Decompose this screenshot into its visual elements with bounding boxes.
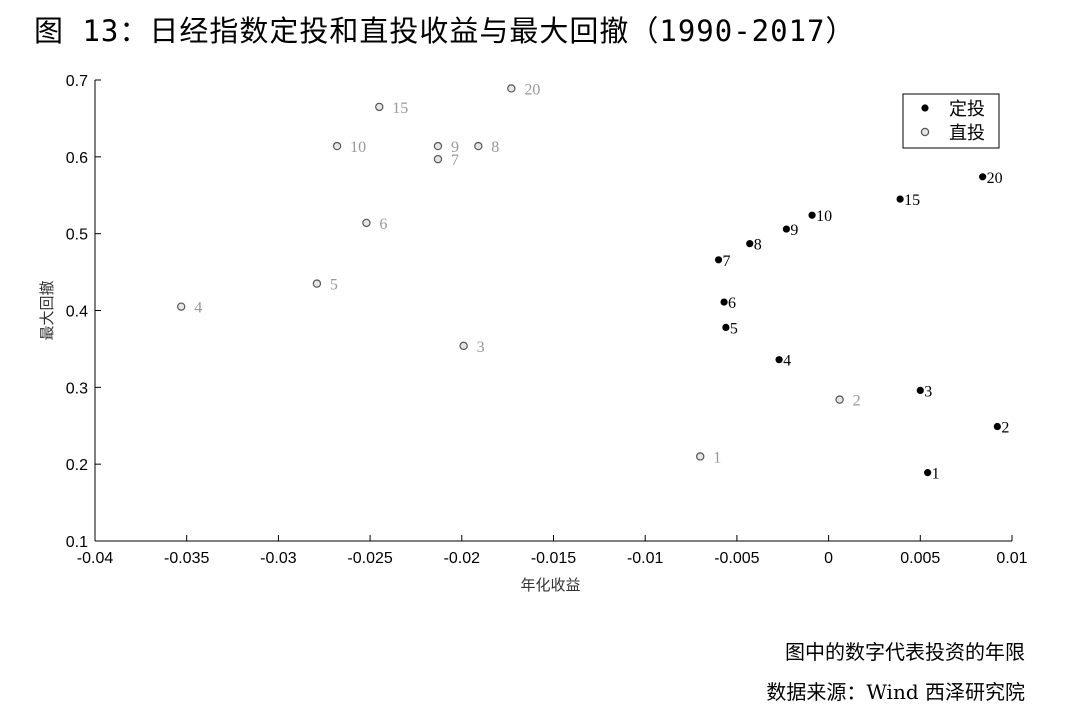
dca-point-label: 5 (730, 320, 738, 337)
dca-point (808, 211, 816, 219)
direct-point-label: 4 (194, 300, 202, 317)
dca-point-label: 15 (904, 192, 920, 209)
x-tick-label: -0.015 (531, 550, 576, 567)
direct-point (433, 141, 443, 151)
direct-point-label: 10 (350, 139, 366, 156)
dca-point-label: 10 (816, 208, 832, 225)
direct-point (362, 218, 371, 228)
dca-point (722, 323, 730, 332)
legend-box (902, 93, 1000, 149)
x-tick-label: -0.01 (627, 550, 664, 567)
dca-point (720, 298, 728, 306)
direct-point-label: 15 (392, 100, 408, 117)
direct-point-label: 9 (451, 139, 459, 156)
dca-point-label: 8 (754, 237, 762, 254)
direct-point (835, 395, 844, 404)
dca-point (746, 240, 754, 248)
dca-point-label: 3 (924, 383, 932, 400)
dca-point (993, 422, 1001, 431)
legend-marker-direct (920, 127, 930, 137)
y-tick-label: 0.7 (66, 73, 88, 90)
direct-point-label: 20 (524, 81, 540, 98)
legend-label: 直投 (949, 123, 985, 144)
direct-point-label: 2 (853, 393, 861, 410)
direct-point-label: 8 (491, 139, 499, 156)
data-marks: 1 2 3 4 5 6 7 8 9 10 15 20 1 2 3 4 5 6 7 8 9 10 15 20 (176, 81, 1009, 483)
x-tick-label: 0.005 (900, 550, 940, 567)
x-tick-label: 0 (824, 550, 833, 567)
direct-point (459, 341, 468, 351)
dca-point-label: 7 (723, 253, 731, 270)
x-tick-label: -0.04 (77, 550, 114, 567)
dca-point (775, 356, 783, 364)
direct-point (433, 154, 443, 164)
x-tick-label: -0.025 (347, 550, 392, 567)
direct-point-label: 7 (451, 152, 459, 169)
direct-point (312, 279, 322, 288)
figure-title: 图 13：日经指数定投和直投收益与最大回撤（1990-2017） (34, 14, 856, 48)
direct-point-label: 5 (330, 277, 338, 294)
dca-point-label: 1 (932, 466, 940, 483)
y-tick-label: 0.4 (66, 304, 88, 321)
axes: -0.04 -0.035 -0.03 -0.025 -0.02 -0.015 -0.01 -0… (38, 73, 1028, 594)
y-tick-label: 0.2 (66, 457, 88, 474)
direct-point (332, 141, 342, 151)
chart-note: 图中的数字代表投资的年限 (785, 640, 1025, 664)
y-tick-label: 0.1 (66, 534, 88, 551)
legend-label: 定投 (949, 99, 985, 120)
dca-point-label: 20 (987, 170, 1003, 187)
direct-point-label: 3 (477, 339, 485, 356)
x-tick-label: -0.03 (260, 550, 297, 567)
y-tick-label: 0.5 (66, 227, 88, 244)
direct-point (176, 302, 186, 311)
dca-point (916, 386, 924, 395)
dca-point (924, 469, 932, 477)
dca-point (782, 225, 791, 233)
direct-point (696, 452, 705, 461)
legend-marker-dca (921, 104, 929, 112)
dca-point (979, 173, 987, 181)
y-axis-title: 最大回撤 (38, 280, 56, 340)
dca-point (714, 256, 723, 264)
x-tick-label: 0.01 (996, 550, 1027, 567)
dca-point-label: 6 (728, 295, 736, 312)
direct-point (507, 84, 516, 93)
dca-point (896, 195, 904, 203)
x-tick-label: -0.02 (444, 550, 481, 567)
direct-point-label: 6 (379, 216, 387, 233)
dca-point-label: 9 (790, 222, 798, 239)
x-tick-label: -0.035 (164, 550, 209, 567)
direct-point-label: 1 (713, 449, 721, 466)
direct-point (375, 102, 384, 112)
dca-point-label: 2 (1001, 420, 1009, 437)
x-tick-label: -0.005 (714, 550, 759, 567)
data-source: 数据来源：Wind 西泽研究院 (766, 680, 1025, 704)
x-axis-title: 年化收益 (520, 576, 580, 594)
y-tick-label: 0.3 (66, 380, 88, 397)
y-tick-label: 0.6 (66, 150, 88, 167)
dca-point-label: 4 (783, 353, 791, 370)
direct-point (474, 141, 483, 151)
